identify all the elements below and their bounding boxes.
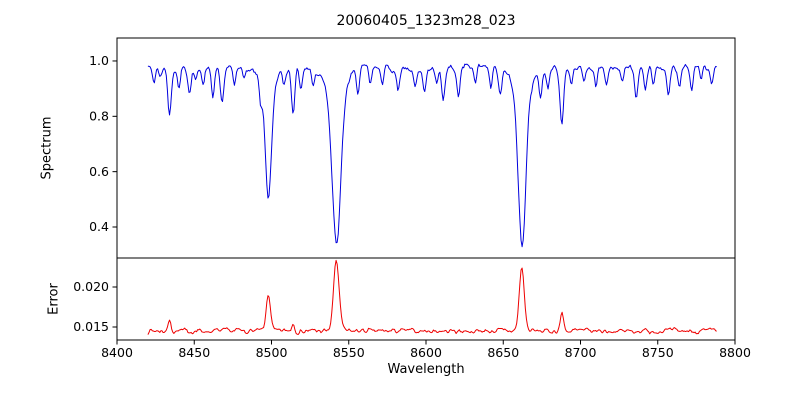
bottom-panel-border [116,257,736,341]
y-tick-label: 0.8 [89,109,109,124]
y-tick-label: 0.020 [73,279,109,294]
x-tick-label: 8600 [410,345,442,360]
x-tick-label: 8750 [642,345,674,360]
x-tick-label: 8450 [178,345,210,360]
spectrum-line [147,63,717,248]
x-tick-label: 8800 [719,345,751,360]
y-tick-label: 0.015 [73,319,109,334]
x-tick-label: 8650 [487,345,519,360]
y-tick-label: 0.6 [89,164,109,179]
x-tick-label: 8500 [256,345,288,360]
y-tick-label: 0.4 [89,219,109,234]
x-axis-label: Wavelength [387,362,465,377]
x-tick-label: 8400 [101,345,133,360]
chart-title: 20060405_1323m28_023 [336,13,516,29]
y-tick-label: 1.0 [89,53,109,68]
x-tick-label: 8550 [333,345,365,360]
x-tick-label: 8700 [565,345,597,360]
error-line [147,259,717,336]
